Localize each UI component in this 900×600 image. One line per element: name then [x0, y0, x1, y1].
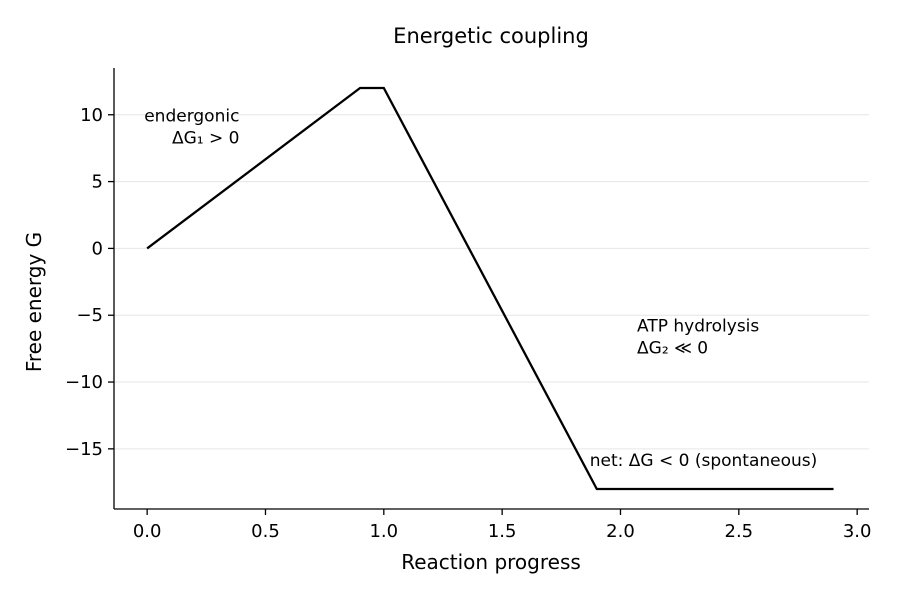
x-tick-label: 3.0	[843, 521, 872, 542]
y-tick-label: 5	[92, 172, 103, 193]
x-ticks: 0.0 0.5 1.0 1.5 2.0 2.5 3.0	[133, 509, 872, 542]
y-tick-label: 10	[80, 105, 103, 126]
x-tick-label: 1.0	[369, 521, 398, 542]
annotation-line: ATP hydrolysis	[637, 316, 759, 336]
x-tick-label: 2.5	[725, 521, 754, 542]
annotation-line: net: ΔG < 0 (spontaneous)	[590, 451, 818, 471]
y-tick-label: −10	[65, 372, 103, 393]
x-tick-label: 0.5	[251, 521, 280, 542]
y-ticks: 10 5 0 −5 −10 −15	[65, 105, 114, 460]
series-layer	[146, 86, 834, 491]
x-tick-label: 0.0	[133, 521, 162, 542]
y-tick-label: −5	[76, 305, 103, 326]
annotation-line: ΔG₁ > 0	[172, 128, 240, 148]
series-line	[146, 86, 834, 491]
chart-title: Energetic coupling	[393, 24, 589, 48]
y-tick-label: 0	[92, 238, 103, 259]
annotation: net: ΔG < 0 (spontaneous)	[590, 451, 818, 471]
x-axis-label: Reaction progress	[401, 550, 581, 574]
x-tick-label: 1.5	[488, 521, 517, 542]
x-tick-label: 2.0	[606, 521, 635, 542]
y-axis-label: Free energy G	[22, 232, 46, 372]
y-tick-label: −15	[65, 439, 103, 460]
annotation-line: endergonic	[144, 106, 239, 126]
annotation-line: ΔG₂ ≪ 0	[637, 338, 708, 358]
grid	[114, 114, 869, 450]
